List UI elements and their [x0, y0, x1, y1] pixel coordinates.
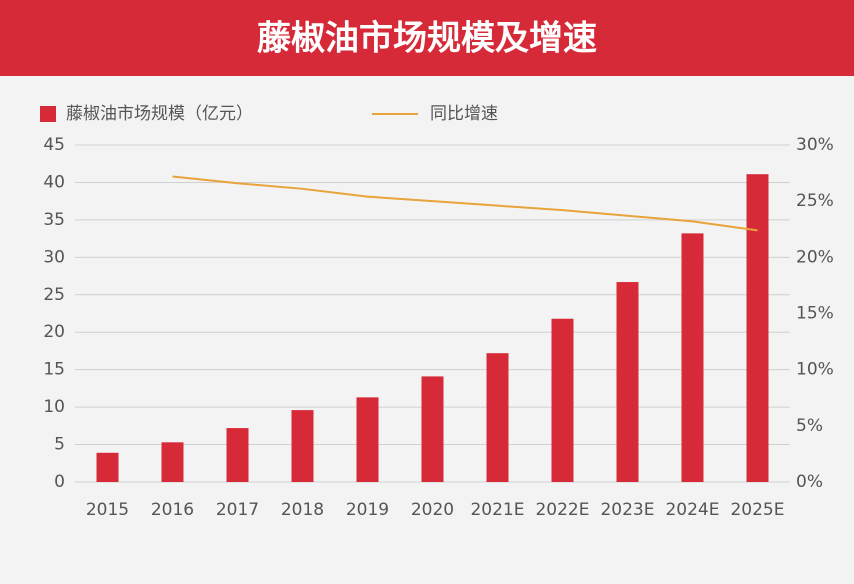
y-tick-label: 0: [54, 472, 65, 492]
y2-tick-label: 25%: [796, 191, 834, 211]
y-tick-label: 30: [43, 247, 65, 267]
x-tick-label: 2016: [151, 500, 194, 520]
x-tick-label: 2020: [411, 500, 454, 520]
y2-tick-label: 0%: [796, 472, 823, 492]
y2-tick-label: 20%: [796, 247, 834, 267]
y2-tick-label: 30%: [796, 135, 834, 155]
chart-title: 藤椒油市场规模及增速: [257, 19, 597, 59]
y2-tick-label: 5%: [796, 416, 823, 436]
x-tick-label: 2023E: [600, 500, 654, 520]
legend-label: 同比增速: [430, 104, 498, 124]
bar: [161, 442, 184, 482]
y-tick-label: 10: [43, 397, 65, 417]
x-tick-label: 2017: [216, 500, 259, 520]
bar: [551, 318, 574, 482]
x-tick-label: 2025E: [730, 500, 784, 520]
x-tick-label: 2015: [86, 500, 129, 520]
y-tick-label: 15: [43, 360, 65, 380]
legend-swatch: [40, 106, 56, 122]
y-tick-label: 35: [43, 210, 65, 230]
y2-tick-label: 10%: [796, 360, 834, 380]
bar: [356, 397, 379, 482]
y2-tick-label: 15%: [796, 304, 834, 324]
x-tick-label: 2024E: [665, 500, 719, 520]
y-tick-label: 45: [43, 135, 65, 155]
x-tick-label: 2021E: [470, 500, 524, 520]
legend-label: 藤椒油市场规模（亿元）: [66, 104, 253, 124]
y-tick-label: 5: [54, 435, 65, 455]
x-tick-label: 2022E: [535, 500, 589, 520]
line: [172, 175, 758, 232]
bar: [616, 282, 639, 482]
bar: [226, 428, 249, 482]
bar: [681, 233, 704, 482]
bar: [96, 452, 119, 482]
x-tick-label: 2018: [281, 500, 324, 520]
y-tick-label: 25: [43, 285, 65, 305]
y-tick-label: 40: [43, 172, 65, 192]
x-tick-label: 2019: [346, 500, 389, 520]
y-tick-label: 20: [43, 322, 65, 342]
bar: [291, 410, 314, 482]
bar: [486, 353, 509, 482]
header-band: [0, 0, 854, 76]
bar: [746, 174, 769, 482]
bar: [421, 376, 444, 482]
